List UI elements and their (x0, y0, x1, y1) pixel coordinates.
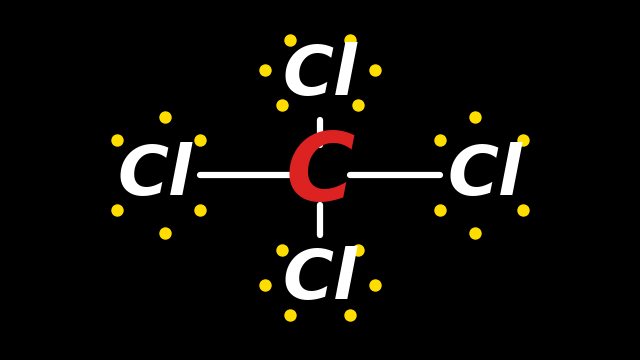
Point (518, 137, 528, 143)
Point (260, 282, 270, 288)
Point (353, 102, 363, 108)
Point (195, 137, 205, 143)
Point (260, 67, 270, 73)
Point (277, 102, 287, 108)
Text: Cl: Cl (447, 141, 522, 208)
Point (345, 37, 355, 43)
Text: C: C (285, 129, 355, 221)
Point (435, 207, 445, 213)
Point (370, 67, 380, 73)
Text: Cl: Cl (118, 141, 193, 208)
Point (277, 247, 287, 253)
Point (112, 207, 122, 213)
Point (470, 114, 480, 120)
Text: Cl: Cl (283, 41, 357, 108)
Point (112, 137, 122, 143)
Point (345, 312, 355, 318)
Point (435, 137, 445, 143)
Point (470, 230, 480, 236)
Point (160, 230, 170, 236)
Point (518, 207, 528, 213)
Point (370, 282, 380, 288)
Text: Cl: Cl (283, 247, 357, 314)
Point (285, 37, 295, 43)
Point (285, 312, 295, 318)
Point (195, 207, 205, 213)
Point (160, 114, 170, 120)
Point (353, 247, 363, 253)
